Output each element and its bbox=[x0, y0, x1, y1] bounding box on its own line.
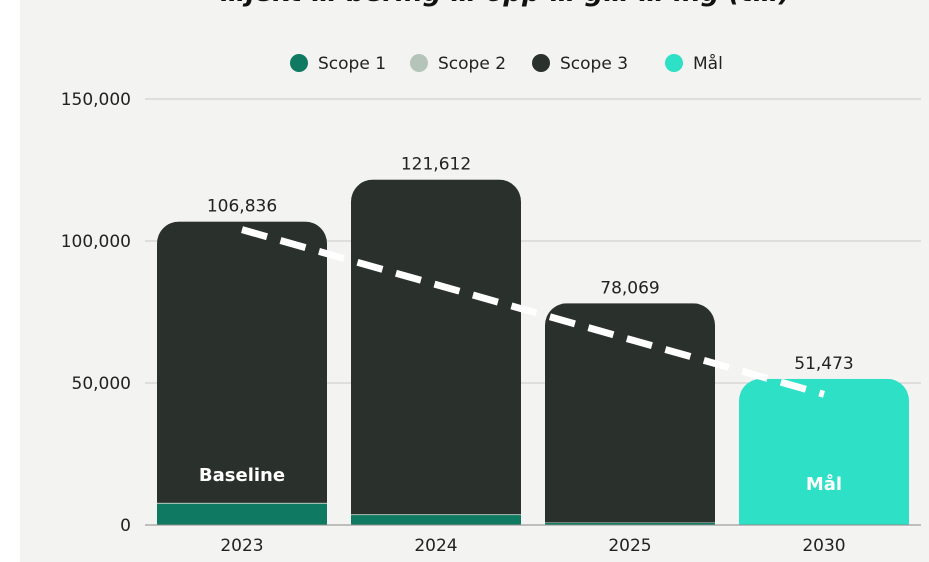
bar-segment-scope-2 bbox=[351, 514, 521, 516]
bar-segment-scope-3 bbox=[157, 221, 327, 503]
legend-label: Mål bbox=[693, 53, 723, 74]
y-tick-label: 100,000 bbox=[61, 232, 131, 252]
x-axis: 2023 2024 2025 2030 bbox=[145, 524, 921, 556]
bar-inner-label: Baseline bbox=[199, 465, 285, 486]
bar-total-label: 78,069 bbox=[600, 278, 659, 298]
x-tick-label: 2025 bbox=[608, 536, 651, 556]
legend-marker bbox=[532, 54, 550, 72]
trend-line-group bbox=[241, 226, 825, 398]
bar-2023 bbox=[157, 221, 327, 525]
y-tick-label: 50,000 bbox=[72, 374, 131, 394]
bar-2030 bbox=[739, 378, 909, 525]
bar-segment-scope-1 bbox=[157, 503, 327, 525]
bar-2024 bbox=[351, 179, 521, 525]
legend-marker bbox=[290, 54, 308, 72]
legend-marker bbox=[665, 54, 683, 72]
legend-label: Scope 1 bbox=[318, 54, 386, 74]
bar-segment-scope-2 bbox=[157, 502, 327, 504]
bar-segment-scope-2 bbox=[545, 522, 715, 524]
bar-segment-scope-1 bbox=[545, 523, 715, 525]
legend-marker bbox=[410, 54, 428, 72]
bar-segment-scope-1 bbox=[351, 515, 521, 525]
bars: 106,836 Baseline 121,612 78,069 51,473 Mål bbox=[157, 155, 909, 525]
x-tick-label: 2024 bbox=[414, 536, 457, 556]
bar-total-label: 51,473 bbox=[794, 354, 853, 374]
bar-inner-label: Mål bbox=[806, 473, 842, 495]
legend: Scope 1 Scope 2 Scope 3 Mål bbox=[290, 53, 723, 74]
y-tick-label: 0 bbox=[120, 516, 131, 536]
legend-label: Scope 3 bbox=[560, 54, 628, 74]
bar-total-label: 106,836 bbox=[207, 197, 277, 217]
trend-line bbox=[241, 226, 825, 398]
chart-title: …jekt … bering … opp … g… … ing (t…) bbox=[220, 0, 929, 18]
y-tick-label: 150,000 bbox=[61, 90, 131, 110]
bar-segment-scope-3 bbox=[351, 179, 521, 515]
x-tick-label: 2030 bbox=[802, 536, 845, 556]
y-axis: 0 50,000 100,000 150,000 bbox=[61, 90, 131, 536]
x-tick-label: 2023 bbox=[220, 536, 263, 556]
legend-label: Scope 2 bbox=[438, 54, 506, 74]
bar-total-label: 121,612 bbox=[401, 155, 471, 175]
bar-segment-mål bbox=[739, 378, 909, 525]
